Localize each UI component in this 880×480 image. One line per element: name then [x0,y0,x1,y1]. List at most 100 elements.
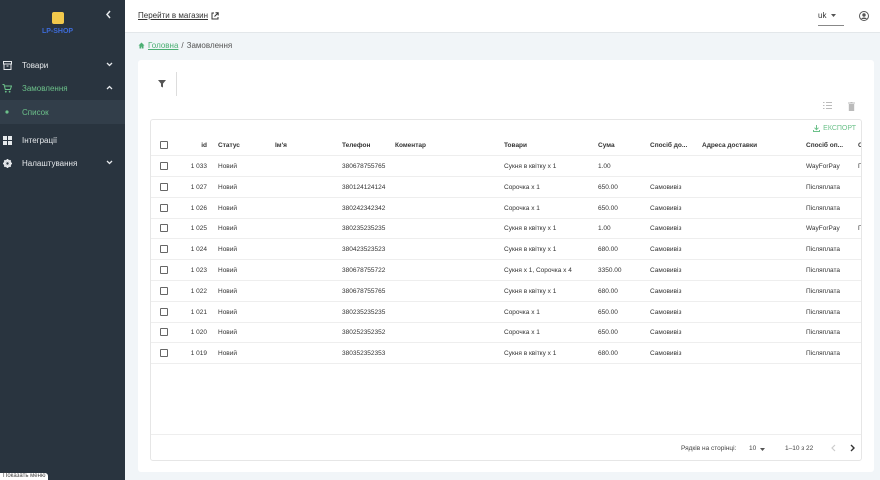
home-icon [138,42,145,49]
next-page-button[interactable] [850,444,855,452]
widgets-icon [2,135,12,145]
cell-extra: П [858,163,861,171]
table-row[interactable]: 1 033 Новий 380678755765 Сукня в квітку x 1… [151,156,861,177]
table-header: id Статус Ім'я Телефон Коментар Товари Сума Спо… [151,135,861,156]
sidebar-item-products[interactable]: Товари [0,54,125,76]
orders-card: ЕКСПОРТ Рядків на сторінці: 10 1–10 з 22… [138,60,874,472]
table-row[interactable]: 1 025 Новий 380235235235 Сукня в квітку x 1… [151,218,861,240]
column-header-payment[interactable]: Спосіб оп... [806,142,844,149]
row-checkbox[interactable] [160,203,168,212]
cell-id: 1 024 [190,246,207,254]
cell-phone: 380235235235 [342,225,386,233]
cell-delivery: Самовивіз [650,183,682,191]
trash-icon[interactable] [848,102,855,111]
cell-phone: 380242342342 [342,204,386,212]
row-checkbox[interactable] [160,328,168,337]
cell-extra: П [858,225,861,233]
logo[interactable]: LP-SHOP [35,12,80,36]
cell-products: Сукня в квітку x 1 [504,246,557,254]
store-link[interactable]: Перейти в магазин [138,11,219,20]
row-checkbox[interactable] [160,266,168,274]
table-row[interactable]: 1 020 Новий 380252352352 Сорочка x 1 650.00 С… [151,322,861,344]
sidebar-item-label: Налаштування [22,158,78,168]
cell-id: 1 019 [190,350,207,358]
cell-status: Новий [218,308,238,316]
column-header-name[interactable]: Ім'я [275,142,287,149]
list-view-icon[interactable] [823,102,832,109]
prev-page-button[interactable] [831,444,836,452]
sidebar-item-label: Замовлення [22,83,68,93]
sidebar-item-settings[interactable]: Налаштування [0,152,125,174]
cell-products: Сукня в квітку x 1 [504,225,557,233]
column-header-phone[interactable]: Телефон [342,142,371,149]
export-label: ЕКСПОРТ [823,125,856,132]
column-header-sum[interactable]: Сума [598,142,615,149]
row-checkbox[interactable] [160,141,168,149]
cell-phone: 380423523523 [342,246,386,254]
row-checkbox[interactable] [160,307,168,316]
row-checkbox[interactable] [160,245,168,254]
column-header-extra[interactable]: С [858,142,861,150]
column-header-id[interactable]: id [201,142,207,149]
cell-id: 1 020 [190,329,207,337]
cell-sum: 1.00 [598,225,611,233]
cell-payment: Післяплата [806,287,840,295]
sidebar-item-integrations[interactable]: Інтеграції [0,129,125,151]
sidebar: LP-SHOP Товари Замовлення Список Інтегра… [0,0,125,480]
column-header-comment[interactable]: Коментар [395,142,426,149]
account-icon[interactable] [859,11,869,21]
table-row[interactable]: 1 021 Новий 380235235235 Сорочка x 1 650.00 С… [151,302,861,323]
column-header-delivery[interactable]: Спосіб до... [650,142,688,149]
cell-status: Новий [218,329,238,337]
dot-icon [2,107,12,117]
sidebar-item-orders[interactable]: Замовлення [0,77,125,99]
cell-delivery: Самовивіз [650,246,682,254]
row-checkbox[interactable] [160,162,168,170]
row-checkbox[interactable] [160,349,168,358]
download-icon [813,125,821,132]
table-row[interactable]: 1 019 Новий 380352352353 Сукня в квітку x 1… [151,343,861,365]
cell-phone: 380678755765 [342,287,386,295]
cell-sum: 3350.00 [598,267,622,274]
cell-products: Сорочка x 1 [504,329,540,337]
breadcrumb-home[interactable]: Головна [148,41,179,50]
chevron-left-icon[interactable] [105,10,112,19]
cell-phone: 380352352353 [342,350,386,358]
cell-status: Новий [218,267,238,274]
cell-status: Новий [218,163,238,170]
cell-id: 1 022 [190,287,207,295]
column-header-products[interactable]: Товари [504,142,528,149]
cell-status: Новий [218,287,238,295]
cell-payment: Післяплата [806,246,840,254]
bag-icon [51,12,64,24]
table-row[interactable]: 1 027 Новий 380124124124 Сорочка x 1 650.00 С… [151,177,861,198]
table-row[interactable]: 1 022 Новий 380678755765 Сукня в квітку x 1… [151,281,861,302]
export-button[interactable]: ЕКСПОРТ [813,124,856,133]
cell-payment: Післяплата [806,350,840,358]
cell-payment: Післяплата [806,204,840,212]
cell-id: 1 025 [190,225,207,233]
rows-per-page-value: 10 [749,445,757,452]
sidebar-item-list[interactable]: Список [0,100,125,124]
row-checkbox[interactable] [160,224,168,233]
column-header-address[interactable]: Адреса доставки [702,142,758,149]
cell-delivery: Самовивіз [650,308,682,316]
cart-icon [2,83,12,93]
table-row[interactable]: 1 023 Новий 380678755722 Сукня x 1, Сорочка… [151,260,861,281]
language-select[interactable]: uk [818,11,844,26]
row-checkbox[interactable] [160,286,168,295]
cell-sum: 650.00 [598,183,618,191]
page-range: 1–10 з 22 [785,445,814,452]
cell-payment: Післяплата [806,329,840,337]
pagination: Рядків на сторінці: 10 1–10 з 22 [151,434,861,460]
cell-sum: 680.00 [598,246,618,254]
cell-delivery: Самовивіз [650,350,682,358]
column-header-status[interactable]: Статус [218,142,240,149]
table-row[interactable]: 1 024 Новий 380423523523 Сукня в квітку x 1… [151,239,861,261]
row-checkbox[interactable] [160,182,168,191]
cell-status: Новий [218,204,238,212]
filter-icon[interactable] [158,80,166,88]
cell-id: 1 026 [190,204,207,212]
rows-per-page-select[interactable]: 10 [749,445,766,453]
table-row[interactable]: 1 026 Новий 380242342342 Сорочка x 1 650.00 С… [151,198,861,219]
